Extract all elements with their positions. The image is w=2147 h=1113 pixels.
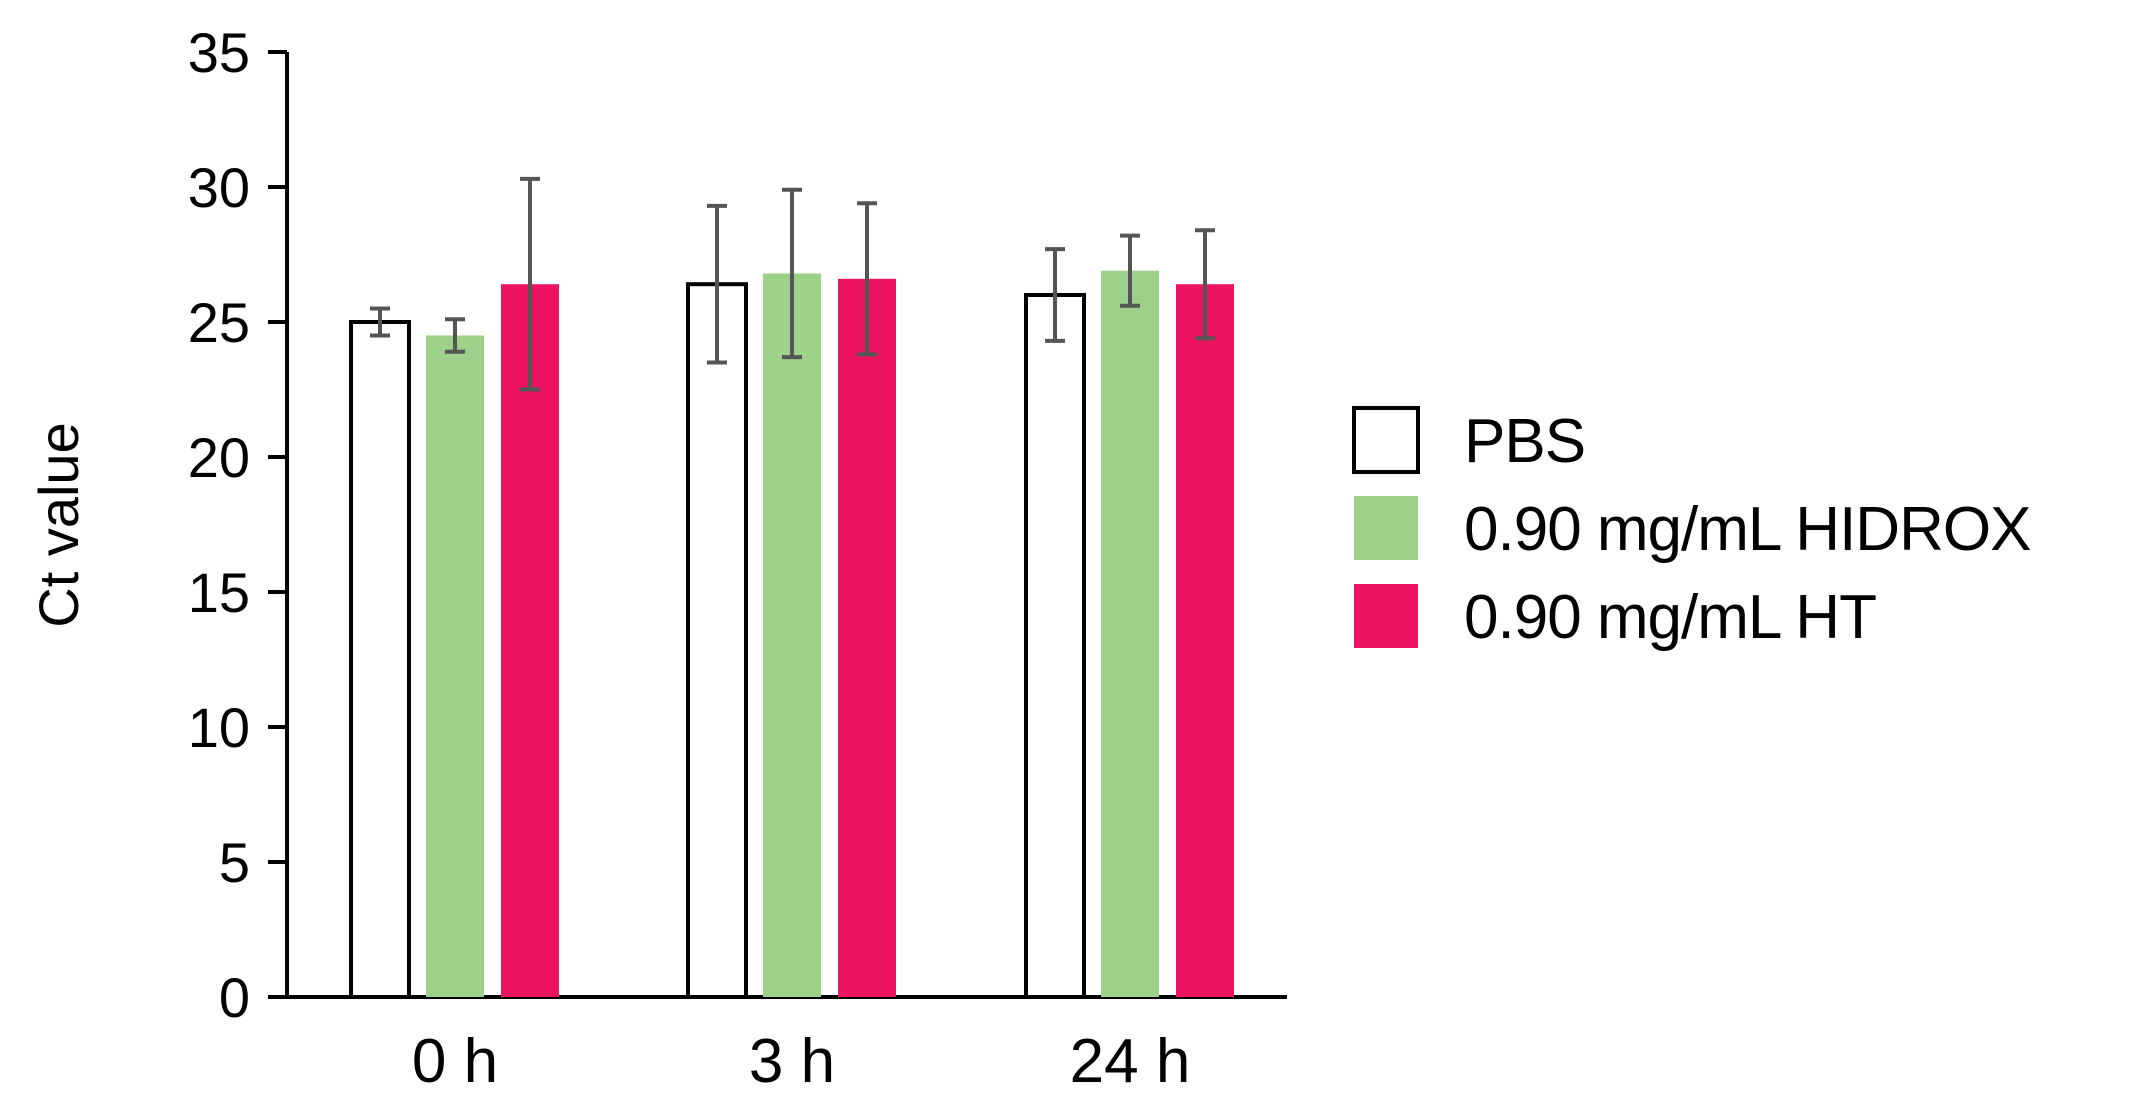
legend-swatch: [1354, 584, 1418, 648]
legend-swatch: [1352, 406, 1420, 474]
bar: [426, 335, 484, 997]
y-tick-label: 30: [188, 156, 250, 219]
y-tick-label: 15: [188, 561, 250, 624]
legend-label: 0.90 mg/mL HIDROX: [1464, 495, 2031, 564]
bar: [1024, 293, 1086, 999]
bar: [349, 320, 411, 999]
y-tick-label: 25: [188, 291, 250, 354]
bar: [838, 278, 896, 997]
legend: PBS 0.90 mg/mL HIDROX 0.90 mg/mL HT: [1352, 406, 2032, 652]
bar: [1101, 270, 1159, 997]
x-category-label: 3 h: [749, 1027, 835, 1096]
x-axis-categories: 0 h 3 h 24 h: [412, 1027, 1190, 1096]
y-tick-label: 10: [188, 696, 250, 759]
y-tick-label: 35: [188, 21, 250, 84]
y-axis-title: Ct value: [27, 422, 90, 627]
bar: [501, 284, 559, 997]
bar: [686, 282, 748, 999]
error-bars: [370, 176, 1215, 392]
x-category-label: 24 h: [1070, 1027, 1191, 1096]
legend-swatch: [1354, 496, 1418, 560]
y-axis-ticks: 0 5 10 15 20 25 30 35: [188, 21, 287, 1029]
y-tick-label: 0: [219, 966, 250, 1029]
legend-label: 0.90 mg/mL HT: [1464, 583, 1876, 652]
bar: [1176, 284, 1234, 997]
y-tick-label: 20: [188, 426, 250, 489]
legend-label: PBS: [1464, 407, 1585, 476]
bar: [763, 273, 821, 997]
y-tick-label: 5: [219, 831, 250, 894]
bars: [349, 270, 1234, 999]
x-category-label: 0 h: [412, 1027, 498, 1096]
